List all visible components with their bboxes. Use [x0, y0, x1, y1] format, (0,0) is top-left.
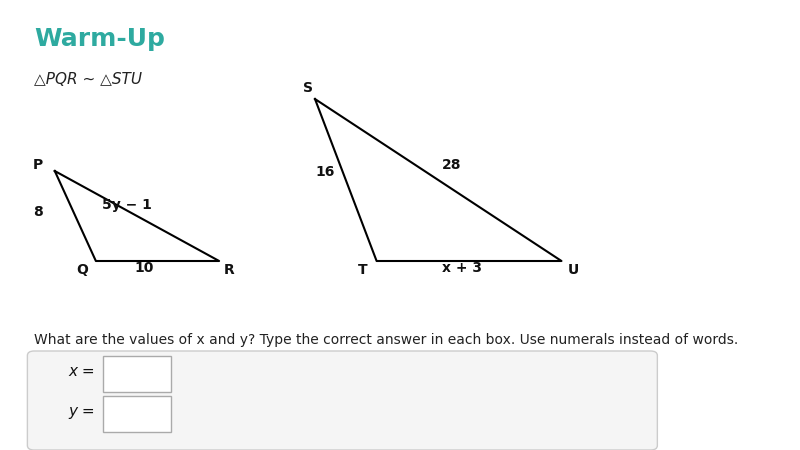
Text: 8: 8 — [33, 205, 42, 219]
Text: x + 3: x + 3 — [442, 261, 482, 275]
Text: 10: 10 — [134, 261, 154, 275]
Text: S: S — [303, 81, 313, 95]
Text: Q: Q — [76, 264, 88, 278]
Text: 16: 16 — [315, 165, 335, 179]
Text: Warm-Up: Warm-Up — [34, 27, 165, 51]
Text: T: T — [358, 264, 368, 278]
Text: x =: x = — [69, 364, 95, 379]
Text: △PQR ~ △STU: △PQR ~ △STU — [34, 72, 142, 87]
Text: y =: y = — [69, 404, 95, 419]
Text: P: P — [33, 158, 42, 172]
FancyBboxPatch shape — [102, 356, 171, 392]
Text: R: R — [224, 264, 234, 278]
Text: 28: 28 — [442, 158, 462, 172]
Text: What are the values of x and y? Type the correct answer in each box. Use numeral: What are the values of x and y? Type the… — [34, 333, 738, 347]
Text: U: U — [568, 264, 579, 278]
Text: 5y − 1: 5y − 1 — [102, 198, 152, 212]
FancyBboxPatch shape — [102, 396, 171, 432]
FancyBboxPatch shape — [27, 351, 658, 450]
